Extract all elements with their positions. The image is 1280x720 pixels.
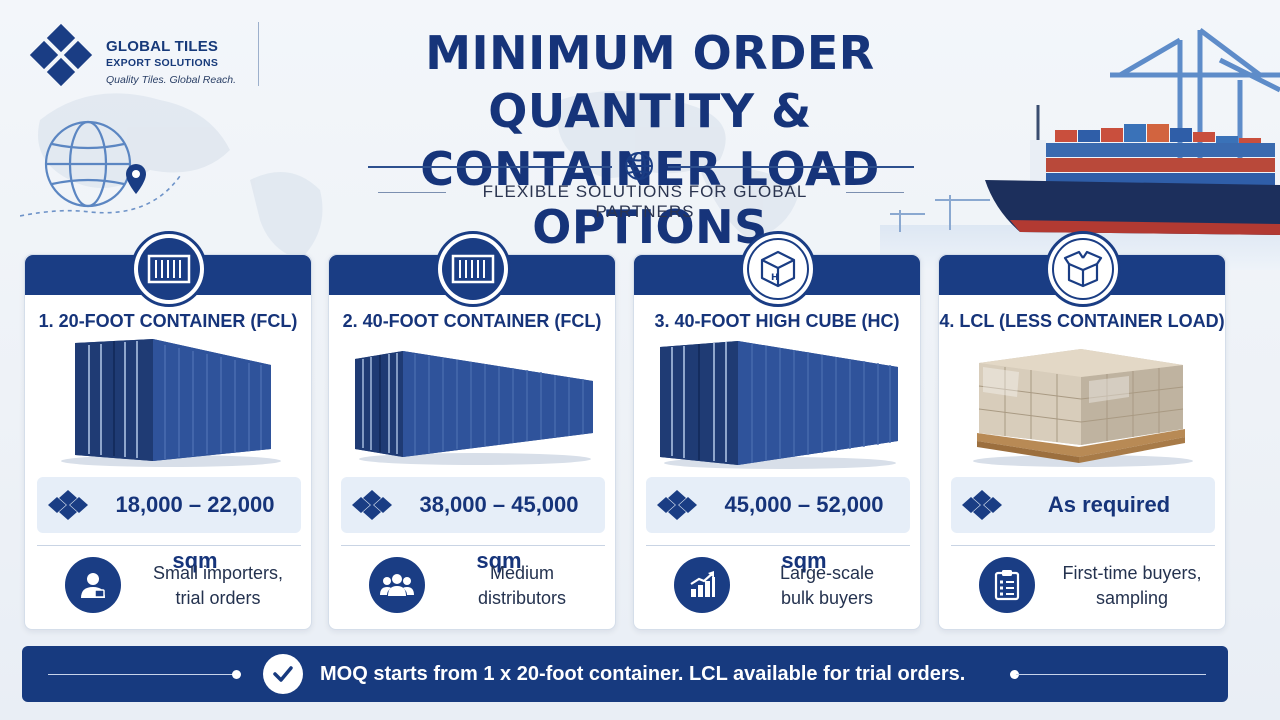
subtitle-rule-left (378, 192, 446, 193)
page-title: MINIMUM ORDER QUANTITY & CONTAINER LOAD … (300, 24, 1000, 256)
audience-icon-badge (979, 557, 1035, 613)
tiles-icon (48, 490, 88, 520)
card-separator (37, 545, 301, 546)
card-title: 3. 40-FOOT HIGH CUBE (HC) (654, 311, 900, 331)
clipboard-checklist-icon (994, 570, 1020, 601)
open-box-icon (1063, 250, 1103, 288)
quantity-value: 18,000 – 22,000 sqm (115, 492, 275, 573)
audience-line1: First-time buyers, (1062, 563, 1202, 583)
card-40ft-container: 2. 40-FOOT CONTAINER (FCL) 38,000 – 45,0… (328, 231, 616, 630)
card-badge: H (740, 231, 816, 307)
card-title: 1. 20-FOOT CONTAINER (FCL) (38, 311, 298, 331)
card-separator (341, 545, 605, 546)
check-icon (263, 654, 303, 694)
footer-rule-right (1016, 674, 1206, 675)
card-lcl: 4. LCL (LESS CONTAINER LOAD) As required (938, 231, 1226, 630)
footer-dot-right (1010, 670, 1019, 679)
audience-text: First-time buyers, sampling (1047, 561, 1217, 611)
blue-20ft-container-illustration (61, 339, 281, 467)
title-line2: CONTAINER LOAD OPTIONS (420, 142, 880, 254)
diamond-tiles-logo-icon (29, 23, 93, 87)
blue-high-cube-container-illustration (660, 341, 898, 469)
palletized-boxes-illustration (973, 349, 1193, 467)
audience-text: Small importers, trial orders (133, 561, 303, 611)
quantity-box: 38,000 – 45,000 sqm (341, 477, 605, 573)
audience-icon-badge (369, 557, 425, 613)
card-separator (951, 545, 1215, 546)
audience-line2: distributors (477, 588, 567, 608)
quantity-value: 38,000 – 45,000 sqm (419, 492, 579, 573)
tiles-icon (657, 490, 697, 520)
brand-name-line2: EXPORT SOLUTIONS (106, 57, 219, 69)
audience-line1: Medium (489, 563, 555, 583)
card-separator (646, 545, 910, 546)
card-badge (1045, 231, 1121, 307)
shipping-container-icon (451, 254, 495, 284)
high-cube-box-icon: H (760, 250, 796, 288)
audience-line2: trial orders (175, 588, 261, 608)
shipping-container-icon (147, 254, 191, 284)
brand-block: GLOBAL TILES EXPORT SOLUTIONS Quality Ti… (28, 22, 268, 92)
subtitle-rule-right (846, 192, 904, 193)
audience-line2: sampling (1095, 588, 1169, 608)
footer-dot-left (232, 670, 241, 679)
card-20ft-container: 1. 20-FOOT CONTAINER (FCL) 18,000 – 22,0… (24, 231, 312, 630)
quantity-value: As required (1047, 492, 1171, 517)
user-icon (81, 573, 105, 598)
card-title: 2. 40-FOOT CONTAINER (FCL) (342, 311, 602, 331)
tiles-icon (962, 490, 1002, 520)
audience-icon-badge (65, 557, 121, 613)
title-line1: MINIMUM ORDER QUANTITY & (425, 26, 875, 138)
audience-line1: Large-scale (779, 563, 875, 583)
title-rule-left (368, 166, 612, 168)
moq-footer-banner: MOQ starts from 1 x 20-foot container. L… (22, 646, 1228, 702)
page-subtitle: FLEXIBLE SOLUTIONS FOR GLOBAL PARTNERS (482, 182, 808, 221)
audience-text: Large-scale bulk buyers (742, 561, 912, 611)
high-cube-letter: H (771, 273, 779, 283)
quantity-value: 45,000 – 52,000 sqm (724, 492, 884, 573)
card-badge (131, 231, 207, 307)
brand-name-line1: GLOBAL TILES (106, 38, 219, 55)
quantity-box: 45,000 – 52,000 sqm (646, 477, 910, 573)
footer-rule-left (48, 674, 238, 675)
brand-divider (258, 22, 259, 86)
blue-40ft-container-illustration (355, 351, 593, 465)
card-title: 4. LCL (LESS CONTAINER LOAD) (939, 311, 1225, 331)
bar-chart-growth-icon (690, 571, 715, 597)
card-badge (435, 231, 511, 307)
globe-with-location-pin-icon (20, 120, 181, 217)
audience-icon-badge (674, 557, 730, 613)
title-rule-right (668, 166, 914, 168)
audience-line2: bulk buyers (780, 588, 874, 608)
quantity-box: 18,000 – 22,000 sqm (37, 477, 301, 573)
card-40ft-high-cube: H 3. 40-FOOT HIGH CUBE (HC) 45,000 – 52,… (633, 231, 921, 630)
audience-line1: Small importers, (152, 563, 284, 583)
globe-icon (625, 152, 653, 180)
quantity-box: As required (951, 477, 1215, 533)
group-icon (380, 574, 414, 596)
audience-text: Medium distributors (437, 561, 607, 611)
tiles-icon (352, 490, 392, 520)
brand-tagline: Quality Tiles. Global Reach. (106, 74, 237, 86)
footer-message: MOQ starts from 1 x 20-foot container. L… (320, 663, 966, 685)
